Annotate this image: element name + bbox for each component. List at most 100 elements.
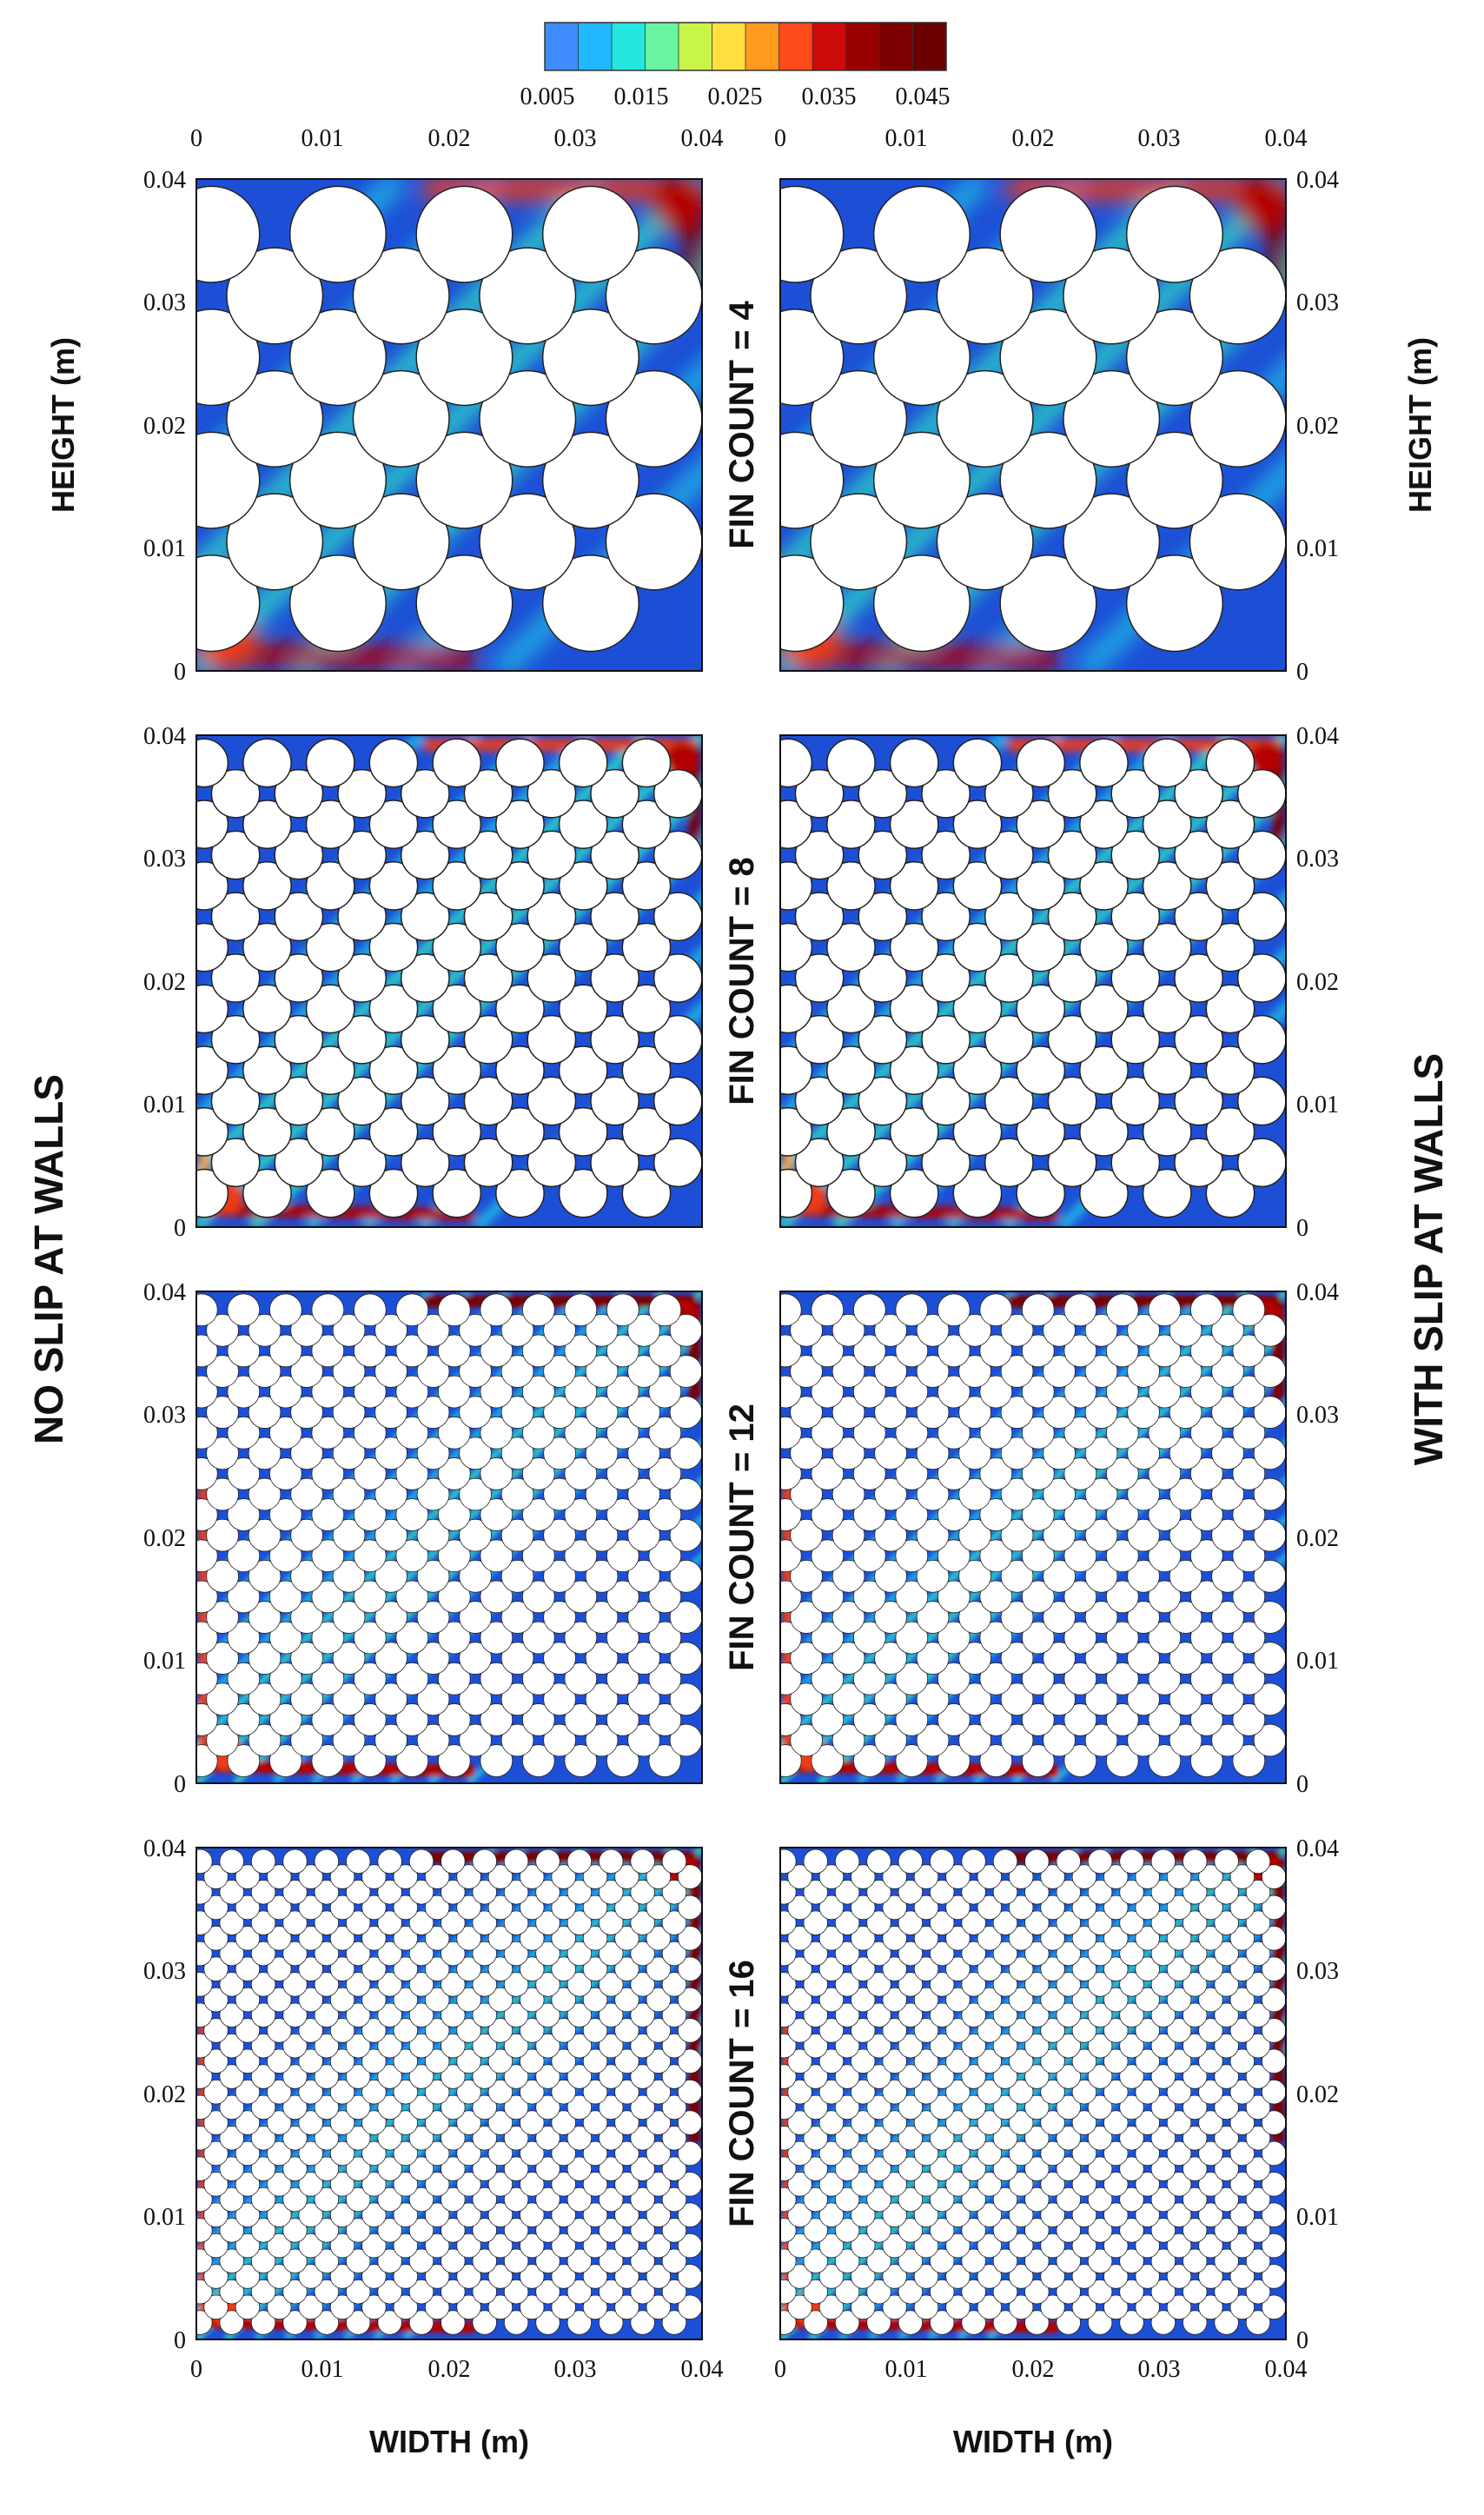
panel-frame <box>195 1291 703 1784</box>
pin-fin <box>627 1313 660 1347</box>
pin-fin <box>1166 2294 1192 2320</box>
pin-fin <box>780 185 845 283</box>
colorbar-swatch <box>778 23 813 70</box>
pin-fin <box>582 2294 608 2320</box>
pin-fin <box>787 2080 812 2105</box>
pin-fin <box>415 554 513 653</box>
pin-fin <box>282 2126 308 2151</box>
pin-fin <box>648 1416 682 1450</box>
pin-fin <box>977 2080 1003 2105</box>
pin-fin <box>585 1723 619 1757</box>
pin-fin <box>487 2294 513 2320</box>
pin-fin <box>669 1396 702 1429</box>
pin-fin <box>521 1744 555 1777</box>
pin-fin <box>818 1987 845 2013</box>
pin-fin <box>582 1987 608 2013</box>
pin-fin <box>599 2218 624 2243</box>
pin-fin <box>1245 2126 1271 2151</box>
pin-fin <box>377 2064 402 2089</box>
velocity-streak <box>196 1291 666 1751</box>
pin-fin <box>936 493 1034 591</box>
pin-fin <box>368 1045 419 1095</box>
pin-fin <box>913 1956 939 1981</box>
pin-fin <box>913 1987 939 2013</box>
pin-fin <box>566 2156 593 2181</box>
pin-fin <box>250 2064 276 2089</box>
pin-fin <box>290 1518 323 1552</box>
pin-fin <box>329 1956 355 1981</box>
pin-fin <box>1056 2064 1081 2089</box>
pin-fin <box>1232 1662 1266 1695</box>
colorbar: 0.005 0.015 0.025 0.035 0.045 <box>520 22 951 110</box>
pin-fin <box>1183 2002 1208 2028</box>
pin-fin <box>346 2248 371 2274</box>
pin-fin <box>1189 1375 1223 1409</box>
pin-fin <box>852 1580 886 1614</box>
pin-fin <box>437 1539 471 1573</box>
pin-fin <box>1063 1580 1097 1614</box>
pin-fin <box>203 2264 229 2289</box>
pin-fin <box>599 2094 624 2120</box>
pin-fin <box>541 431 640 529</box>
pin-fin <box>480 1580 513 1614</box>
pin-fin <box>1103 2264 1129 2289</box>
pin-fin <box>456 2140 481 2167</box>
pin-fin <box>621 860 672 911</box>
pin-fin <box>305 860 355 911</box>
pin-fin <box>1056 2033 1081 2059</box>
pin-fin <box>661 1941 687 1967</box>
pin-fin <box>1229 2018 1255 2043</box>
pin-fin <box>831 1518 865 1552</box>
pin-fin <box>984 768 1034 819</box>
x-tick-label: 0.04 <box>1265 125 1308 152</box>
pin-fin <box>818 1864 845 1889</box>
pin-fin <box>1198 2140 1223 2167</box>
pin-fin <box>463 1014 513 1065</box>
pin-fin <box>1183 2310 1208 2335</box>
pin-fin <box>282 2187 308 2213</box>
pin-fin <box>937 1375 971 1409</box>
pin-fin <box>432 1045 482 1095</box>
pin-fin <box>818 2202 845 2227</box>
pin-fin <box>1016 1045 1066 1095</box>
y-tick-label: 0 <box>1296 1771 1308 1798</box>
pin-fin <box>267 1956 292 1981</box>
pin-fin <box>242 800 292 849</box>
pin-fin <box>930 2156 955 2181</box>
pin-fin <box>648 1498 682 1531</box>
pin-fin <box>1043 1559 1076 1593</box>
pin-fin <box>1205 1045 1255 1095</box>
pin-fin <box>242 1168 292 1218</box>
pin-fin <box>368 800 419 849</box>
pin-fin <box>521 1334 555 1368</box>
pin-fin <box>1084 1518 1118 1552</box>
pin-fin <box>377 2310 402 2335</box>
pin-fin <box>874 1437 907 1470</box>
pin-fin <box>543 1723 576 1757</box>
pin-fin <box>368 984 419 1034</box>
pin-fin <box>219 1910 244 1935</box>
pin-fin <box>1016 800 1066 849</box>
pin-fin <box>432 984 482 1034</box>
pin-fin <box>541 185 640 283</box>
pin-fin <box>282 1880 308 1905</box>
pin-fin <box>374 1601 407 1634</box>
colorbar-tick-label: 0.005 <box>520 83 575 110</box>
pin-fin <box>441 2279 466 2305</box>
pin-fin <box>346 2002 371 2028</box>
pin-fin <box>834 1910 860 1935</box>
pin-fin <box>500 1559 534 1593</box>
pin-fin <box>1150 2156 1176 2181</box>
pin-fin <box>898 1941 924 1967</box>
pin-fin <box>1198 1864 1223 1889</box>
pin-fin <box>551 1864 576 1889</box>
pin-fin <box>1169 1355 1202 1388</box>
pin-fin <box>332 1723 366 1757</box>
pin-fin <box>500 1723 534 1757</box>
pin-fin <box>958 1723 991 1757</box>
panel-frame <box>195 1847 703 2340</box>
pin-fin <box>599 1941 624 1967</box>
pin-fin <box>866 2064 891 2089</box>
pin-fin <box>585 1682 619 1716</box>
